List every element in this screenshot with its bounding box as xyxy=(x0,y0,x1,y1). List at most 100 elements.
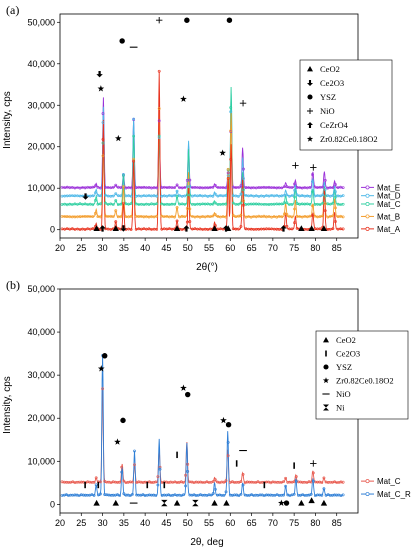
series-point xyxy=(259,186,263,189)
series-point xyxy=(336,202,340,206)
phase-marker-star xyxy=(180,384,187,391)
series-point xyxy=(96,193,100,197)
series-point xyxy=(145,194,148,198)
series-point xyxy=(244,215,248,219)
series-point xyxy=(320,493,324,497)
series-point xyxy=(96,215,100,218)
series-point xyxy=(213,201,217,205)
series-point xyxy=(175,189,179,193)
phase-marker-plus xyxy=(310,164,317,171)
series-point xyxy=(323,202,327,206)
series-point xyxy=(267,194,271,198)
series-point xyxy=(293,221,296,225)
series-point xyxy=(73,186,77,190)
series-point xyxy=(334,195,337,199)
series-point xyxy=(334,190,337,194)
series-point xyxy=(132,117,136,121)
series-point xyxy=(88,186,92,189)
series-point xyxy=(249,194,253,197)
series-point xyxy=(180,228,184,231)
series-point xyxy=(137,185,141,189)
series-point xyxy=(106,194,110,198)
series-point xyxy=(231,214,235,217)
series-point xyxy=(111,194,115,198)
series-point xyxy=(236,214,240,218)
series-point xyxy=(334,206,337,210)
series-point xyxy=(224,479,228,483)
series-point xyxy=(321,193,325,197)
phase-marker-circle xyxy=(101,353,108,359)
series-point xyxy=(114,199,118,202)
phase-marker-star xyxy=(220,416,227,424)
series-point xyxy=(180,202,184,206)
series-point xyxy=(249,227,253,231)
x-tick-label: 70 xyxy=(268,243,278,253)
series-point xyxy=(236,202,240,206)
series-point xyxy=(70,185,74,189)
series-point xyxy=(162,227,166,231)
y-tick-label: 0 xyxy=(50,225,55,235)
series-point xyxy=(63,186,67,190)
series-point xyxy=(211,185,215,189)
series-point xyxy=(209,493,213,497)
phase-marker-bar xyxy=(263,481,266,489)
series-point xyxy=(170,215,174,219)
y-tick-label: 40,000 xyxy=(27,327,55,337)
phase-marker-arrow-down xyxy=(82,193,89,200)
series-point xyxy=(239,213,243,217)
series-point xyxy=(120,470,124,474)
series-point xyxy=(124,186,128,190)
y-tick-label: 30,000 xyxy=(27,370,55,380)
series-point xyxy=(68,186,72,190)
series-point xyxy=(288,203,291,206)
series-point xyxy=(222,480,226,484)
series-point xyxy=(132,134,136,138)
series-point xyxy=(303,215,307,218)
series-point xyxy=(78,186,82,190)
y-tick-label: 30,000 xyxy=(27,100,55,110)
series-point xyxy=(168,185,171,189)
series-point xyxy=(257,186,261,189)
series-point xyxy=(206,186,210,190)
series-point xyxy=(305,186,309,190)
series-point xyxy=(201,194,205,198)
series-point xyxy=(272,202,276,206)
series-point xyxy=(155,228,159,231)
series-point xyxy=(275,215,279,219)
series-point xyxy=(129,194,133,198)
series-point xyxy=(150,194,153,198)
series-point xyxy=(247,202,250,206)
series-point xyxy=(229,106,233,109)
series-point xyxy=(311,479,315,483)
series-point xyxy=(86,227,90,231)
series-point xyxy=(236,194,240,198)
series-point xyxy=(139,202,143,206)
series-point xyxy=(224,194,228,197)
series-point xyxy=(242,167,245,171)
series-point xyxy=(170,227,174,231)
phase-marker-arrow-up xyxy=(280,225,287,232)
series-point xyxy=(234,227,238,231)
series-point xyxy=(86,215,90,218)
series-point xyxy=(221,227,225,231)
phase-marker-triangle xyxy=(112,499,119,506)
series-point xyxy=(277,186,281,190)
series-point xyxy=(216,194,220,198)
series-point xyxy=(247,186,250,190)
series-legend-label: Mat_C xyxy=(377,200,401,209)
x-tick-label: 20 xyxy=(55,243,65,253)
series-point xyxy=(160,214,164,218)
series-point xyxy=(275,186,279,190)
series-point xyxy=(288,214,291,218)
series-point xyxy=(265,203,268,206)
series-point xyxy=(114,192,118,196)
phase-legend-symbol xyxy=(323,337,329,343)
phase-marker-circle xyxy=(225,421,232,428)
series-point xyxy=(154,480,158,484)
series-point xyxy=(208,202,212,206)
series-point xyxy=(293,182,296,186)
series-point xyxy=(63,215,67,218)
series-point xyxy=(224,202,228,206)
series-point xyxy=(216,185,220,189)
x-tick-label: 40 xyxy=(140,243,150,253)
